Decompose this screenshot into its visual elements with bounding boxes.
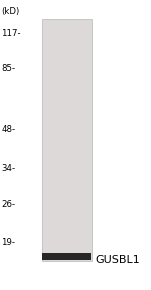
Text: 34-: 34- [2, 164, 16, 173]
Text: 26-: 26- [2, 200, 16, 209]
Text: GUSBL1: GUSBL1 [95, 255, 140, 264]
Text: 48-: 48- [2, 124, 16, 134]
Text: 19-: 19- [2, 238, 16, 247]
Text: (kD): (kD) [2, 7, 20, 16]
Text: 85-: 85- [2, 64, 16, 73]
Text: 117-: 117- [2, 29, 21, 38]
Bar [42, 19, 92, 261]
Bar [42, 253, 91, 260]
